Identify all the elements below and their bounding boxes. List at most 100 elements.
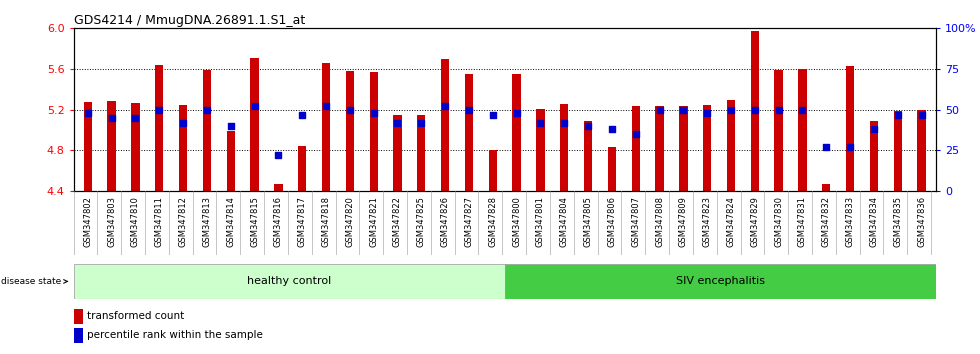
Bar bbox=[536, 109, 545, 191]
Text: GSM347834: GSM347834 bbox=[869, 196, 878, 247]
Point bbox=[604, 126, 619, 132]
Point bbox=[747, 107, 762, 113]
Point bbox=[675, 107, 691, 113]
Point bbox=[628, 131, 644, 137]
Text: GSM347806: GSM347806 bbox=[608, 196, 616, 247]
Text: GSM347802: GSM347802 bbox=[83, 196, 92, 247]
Bar bbox=[703, 105, 711, 191]
Bar bbox=[274, 184, 282, 191]
Bar bbox=[513, 74, 520, 191]
Point bbox=[270, 153, 286, 158]
Text: SIV encephalitis: SIV encephalitis bbox=[676, 276, 764, 286]
Bar bbox=[584, 121, 592, 191]
Point bbox=[485, 112, 501, 118]
Bar bbox=[656, 106, 663, 191]
Bar bbox=[393, 115, 402, 191]
Text: GSM347832: GSM347832 bbox=[822, 196, 831, 247]
Text: transformed count: transformed count bbox=[87, 311, 184, 321]
Text: GSM347833: GSM347833 bbox=[846, 196, 855, 247]
Text: GSM347803: GSM347803 bbox=[107, 196, 116, 247]
Point bbox=[127, 115, 143, 121]
Text: GSM347824: GSM347824 bbox=[726, 196, 736, 247]
Bar bbox=[346, 71, 354, 191]
Point bbox=[842, 144, 858, 150]
Text: GSM347818: GSM347818 bbox=[321, 196, 330, 247]
Text: GDS4214 / MmugDNA.26891.1.S1_at: GDS4214 / MmugDNA.26891.1.S1_at bbox=[74, 14, 305, 27]
Bar bbox=[250, 58, 259, 191]
Text: GSM347823: GSM347823 bbox=[703, 196, 711, 247]
Bar bbox=[131, 103, 139, 191]
Point bbox=[771, 107, 787, 113]
Bar bbox=[74, 309, 83, 324]
Text: GSM347827: GSM347827 bbox=[465, 196, 473, 247]
Bar bbox=[608, 147, 616, 191]
Text: GSM347822: GSM347822 bbox=[393, 196, 402, 247]
Text: GSM347831: GSM347831 bbox=[798, 196, 807, 247]
Bar bbox=[321, 63, 330, 191]
Bar bbox=[727, 99, 735, 191]
Text: GSM347810: GSM347810 bbox=[131, 196, 140, 247]
Bar bbox=[917, 110, 926, 191]
Text: GSM347811: GSM347811 bbox=[155, 196, 164, 247]
Point bbox=[652, 107, 667, 113]
Bar bbox=[74, 328, 83, 343]
Bar bbox=[465, 74, 473, 191]
Text: percentile rank within the sample: percentile rank within the sample bbox=[87, 330, 264, 341]
Text: GSM347801: GSM347801 bbox=[536, 196, 545, 247]
Text: GSM347821: GSM347821 bbox=[369, 196, 378, 247]
Bar bbox=[441, 59, 449, 191]
Point bbox=[890, 112, 906, 118]
Bar bbox=[179, 105, 187, 191]
Text: GSM347816: GSM347816 bbox=[273, 196, 283, 247]
Point bbox=[366, 110, 381, 116]
Bar bbox=[417, 115, 425, 191]
Bar bbox=[226, 131, 235, 191]
Point bbox=[318, 104, 334, 109]
Bar bbox=[155, 65, 164, 191]
Point bbox=[152, 107, 168, 113]
Point bbox=[437, 104, 453, 109]
Bar bbox=[561, 104, 568, 191]
Point bbox=[913, 112, 929, 118]
Point bbox=[247, 104, 263, 109]
Point bbox=[700, 110, 715, 116]
Text: GSM347836: GSM347836 bbox=[917, 196, 926, 247]
Text: GSM347829: GSM347829 bbox=[751, 196, 760, 247]
Bar bbox=[799, 69, 807, 191]
Bar bbox=[870, 121, 878, 191]
Text: GSM347826: GSM347826 bbox=[441, 196, 450, 247]
Text: GSM347825: GSM347825 bbox=[416, 196, 426, 247]
Bar bbox=[751, 32, 760, 191]
Text: GSM347820: GSM347820 bbox=[345, 196, 355, 247]
Bar bbox=[894, 111, 902, 191]
Point bbox=[532, 120, 548, 126]
Point bbox=[818, 144, 834, 150]
Text: GSM347828: GSM347828 bbox=[488, 196, 497, 247]
Point bbox=[222, 123, 238, 129]
Point bbox=[390, 120, 406, 126]
Bar bbox=[108, 101, 116, 191]
Text: healthy control: healthy control bbox=[247, 276, 331, 286]
Bar bbox=[489, 150, 497, 191]
Point bbox=[294, 112, 310, 118]
Text: GSM347817: GSM347817 bbox=[298, 196, 307, 247]
Point bbox=[414, 120, 429, 126]
Point bbox=[557, 120, 572, 126]
Text: GSM347813: GSM347813 bbox=[203, 196, 212, 247]
Bar bbox=[774, 70, 783, 191]
Bar bbox=[505, 264, 936, 299]
Point bbox=[175, 120, 191, 126]
Point bbox=[462, 107, 477, 113]
Bar bbox=[83, 102, 92, 191]
Text: GSM347807: GSM347807 bbox=[631, 196, 640, 247]
Point bbox=[199, 107, 215, 113]
Point bbox=[580, 123, 596, 129]
Text: GSM347805: GSM347805 bbox=[583, 196, 593, 247]
Text: GSM347808: GSM347808 bbox=[655, 196, 664, 247]
Point bbox=[104, 115, 120, 121]
Bar bbox=[369, 72, 378, 191]
Point bbox=[80, 110, 96, 116]
Text: disease state: disease state bbox=[1, 277, 68, 286]
Text: GSM347815: GSM347815 bbox=[250, 196, 259, 247]
Point bbox=[509, 110, 524, 116]
